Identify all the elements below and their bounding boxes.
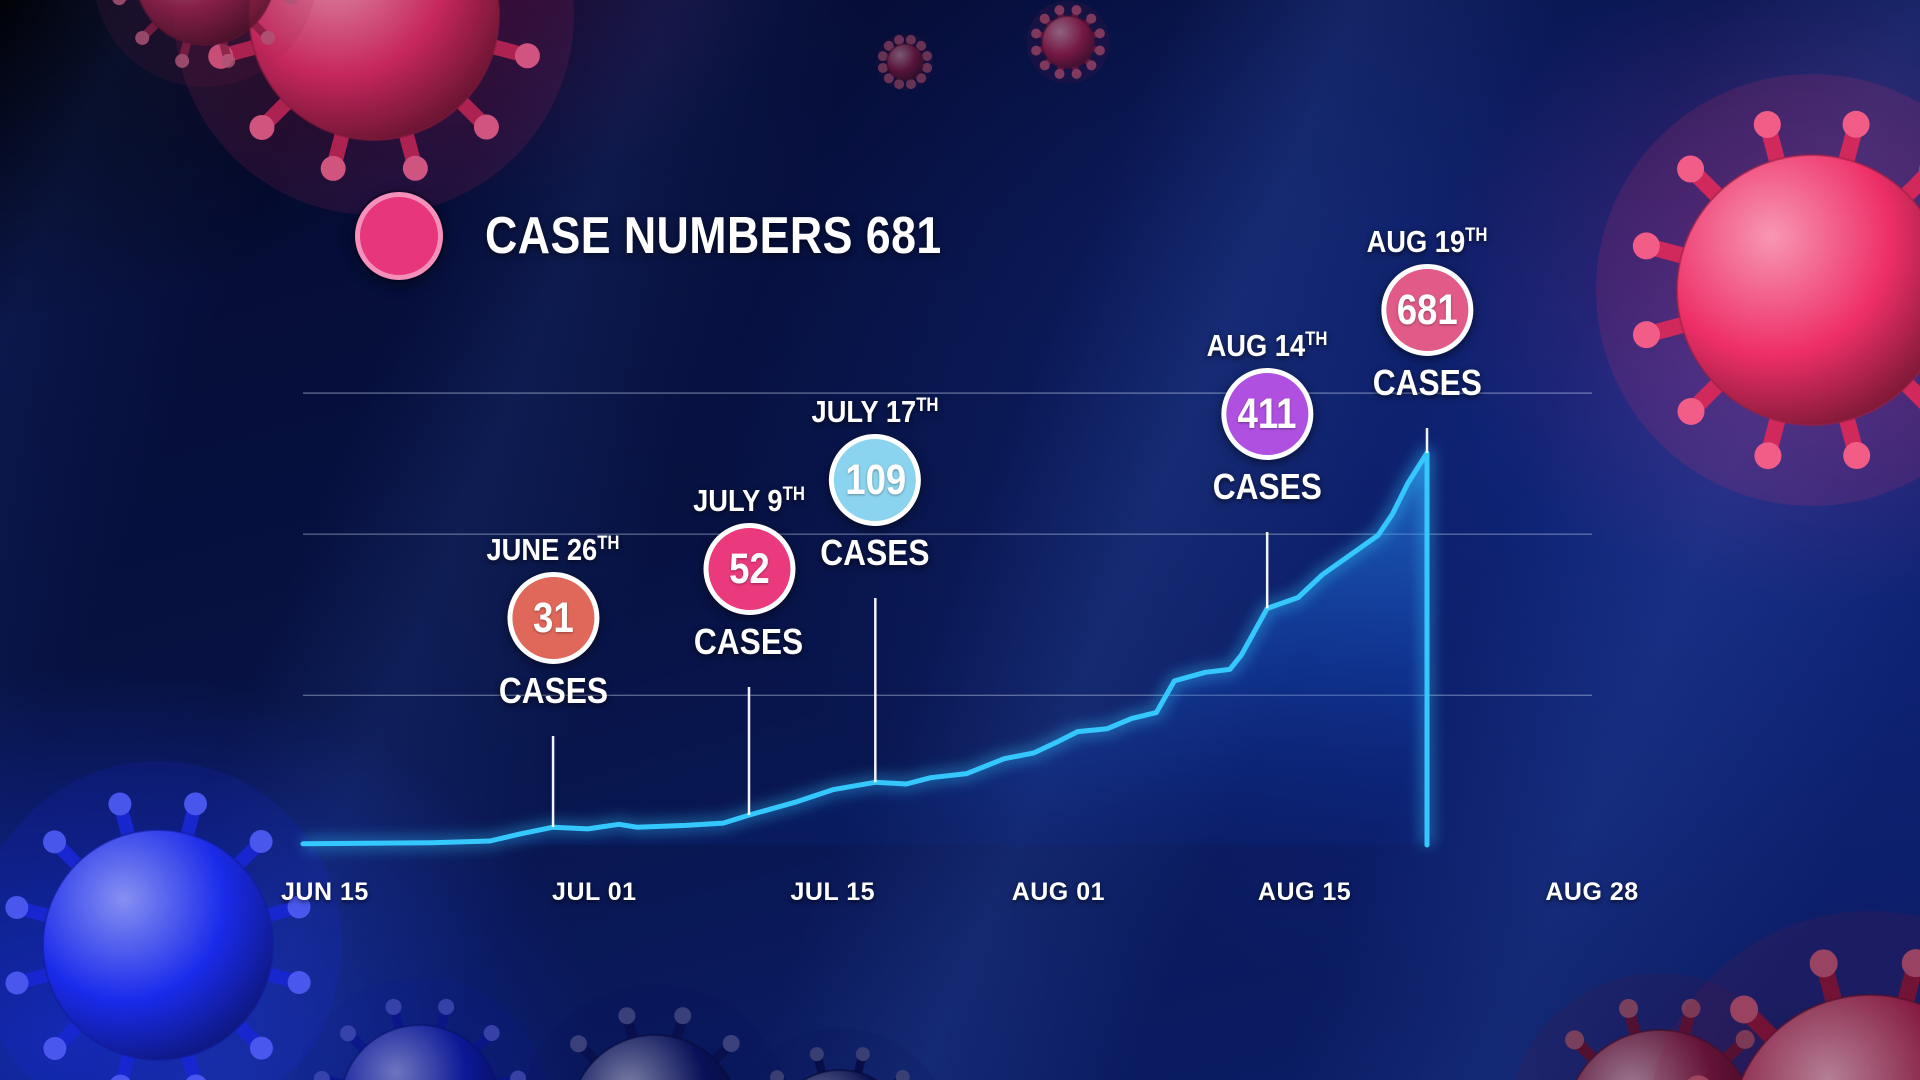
virus-icon xyxy=(876,33,934,91)
x-axis: JUN 15 JUL 01 JUL 15 AUG 01 AUG 15 AUG 28 xyxy=(0,878,1920,920)
virus-icon xyxy=(745,1028,935,1080)
legend-dot-icon xyxy=(355,192,443,280)
x-tick-label: JUL 01 xyxy=(552,878,637,906)
virus-icon xyxy=(1652,911,1920,1080)
virus-icon xyxy=(1514,973,1806,1080)
virus-icon xyxy=(0,761,342,1080)
chart-legend: CASE NUMBERS 681 xyxy=(355,192,1016,280)
virus-icon xyxy=(294,977,546,1080)
x-tick-label: JUN 15 xyxy=(281,878,369,906)
case-line xyxy=(300,450,1430,848)
virus-icon xyxy=(1026,0,1110,84)
x-tick-label: AUG 15 xyxy=(1257,878,1352,906)
x-tick-label: AUG 01 xyxy=(1011,878,1105,906)
virus-icon xyxy=(95,0,315,87)
x-tick-label: JUL 15 xyxy=(790,878,876,906)
x-tick-label: AUG 28 xyxy=(1545,878,1639,906)
virus-icon xyxy=(1596,74,1920,506)
legend-label: CASE NUMBERS 681 xyxy=(485,207,942,265)
case-area-fill xyxy=(303,453,1427,845)
virus-icon xyxy=(525,984,785,1080)
